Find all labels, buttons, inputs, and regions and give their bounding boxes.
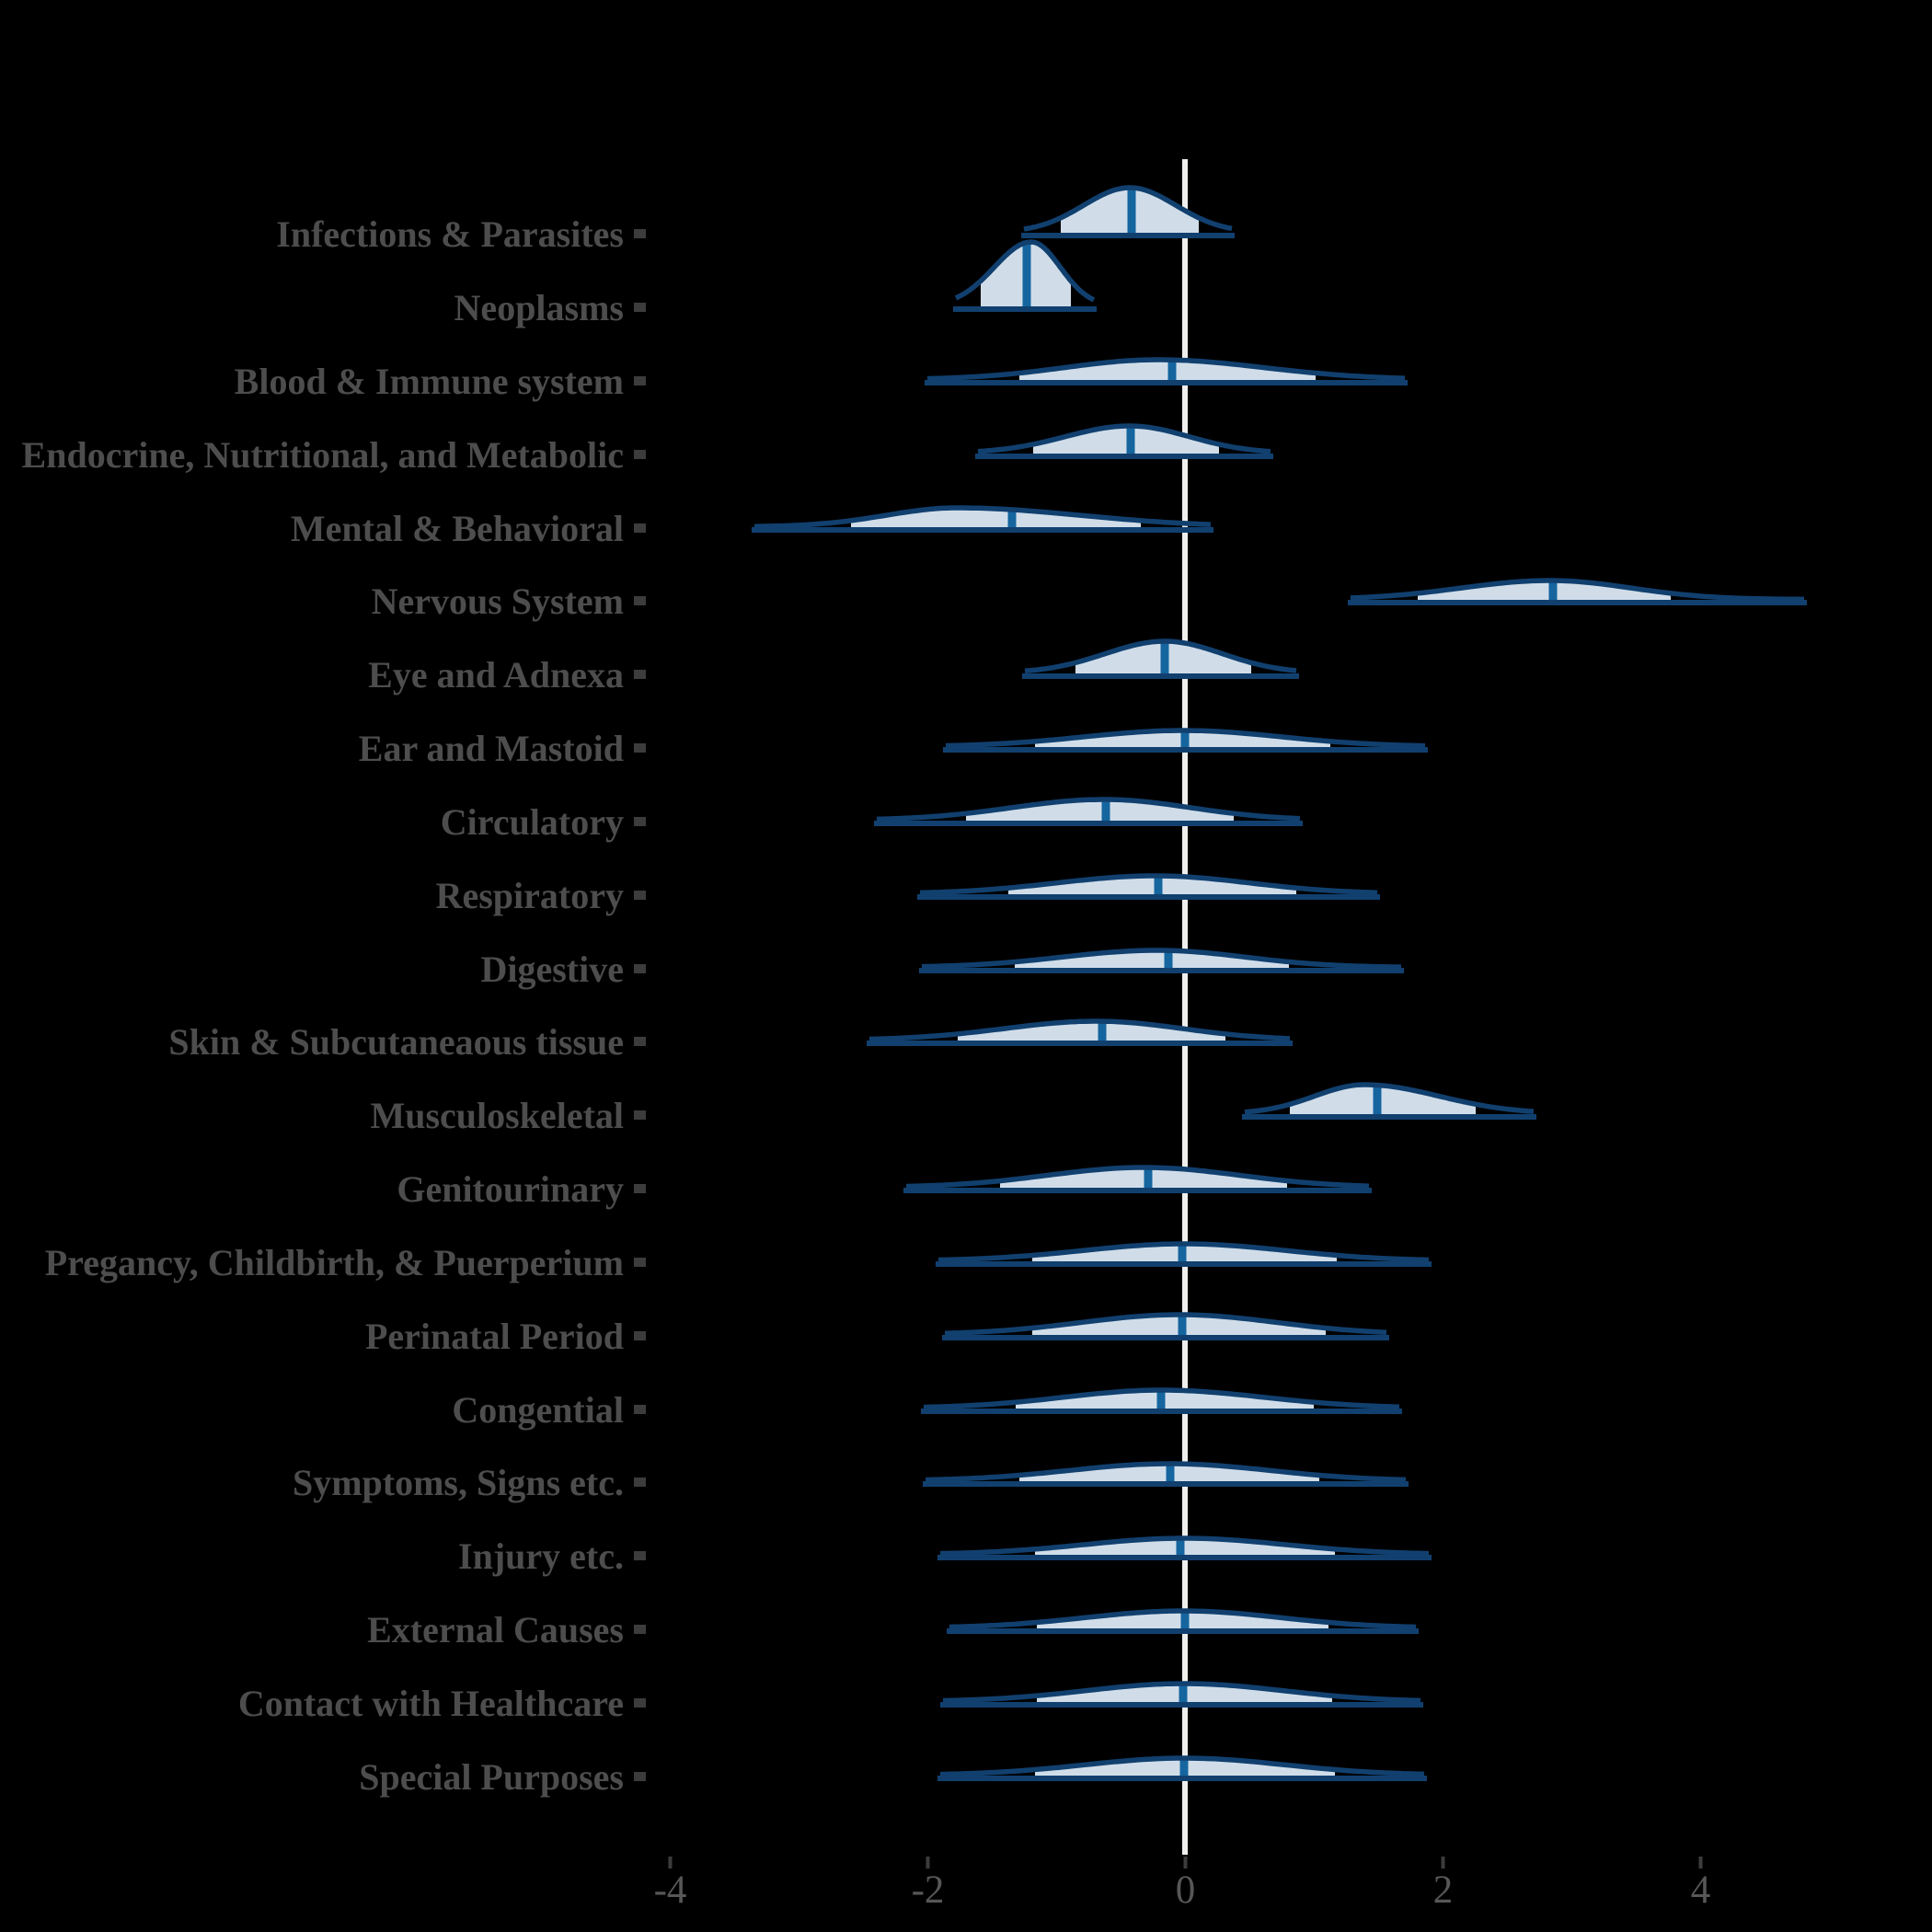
svg-text:Blood & Immune system: Blood & Immune system	[235, 361, 624, 402]
svg-text:Digestive: Digestive	[480, 949, 624, 990]
svg-text:Genitourinary: Genitourinary	[397, 1168, 624, 1210]
svg-text:-2: -2	[912, 1869, 945, 1912]
svg-text:Special Purposes: Special Purposes	[359, 1756, 624, 1798]
svg-text:2: 2	[1433, 1869, 1454, 1912]
svg-text:0: 0	[1176, 1869, 1196, 1912]
svg-text:Mental & Behavioral: Mental & Behavioral	[291, 508, 624, 549]
svg-text:Ear and Mastoid: Ear and Mastoid	[359, 728, 624, 769]
svg-text:4: 4	[1691, 1869, 1711, 1912]
svg-text:Symptoms, Signs etc.: Symptoms, Signs etc.	[293, 1462, 624, 1503]
svg-text:Eye and Adnexa: Eye and Adnexa	[368, 654, 624, 696]
svg-text:Nervous System: Nervous System	[372, 581, 624, 622]
svg-text:External Causes: External Causes	[367, 1609, 624, 1650]
svg-text:Contact with Healthcare: Contact with Healthcare	[238, 1683, 624, 1724]
svg-text:Endocrine, Nutritional, and Me: Endocrine, Nutritional, and Metabolic	[22, 434, 624, 476]
svg-text:Perinatal Period: Perinatal Period	[365, 1316, 624, 1357]
svg-text:Circulatory: Circulatory	[441, 801, 624, 843]
svg-text:Neoplasms: Neoplasms	[454, 287, 624, 328]
svg-text:Injury etc.: Injury etc.	[458, 1535, 624, 1577]
svg-text:Congential: Congential	[452, 1389, 624, 1431]
svg-text:Pregancy, Childbirth, & Puerpe: Pregancy, Childbirth, & Puerperium	[45, 1242, 624, 1283]
svg-text:Musculoskeletal: Musculoskeletal	[370, 1095, 624, 1136]
svg-text:Skin & Subcutaneaous tissue: Skin & Subcutaneaous tissue	[168, 1021, 624, 1063]
svg-text:Infections & Parasites: Infections & Parasites	[276, 213, 624, 255]
svg-text:-4: -4	[654, 1869, 687, 1912]
svg-text:Respiratory: Respiratory	[436, 875, 624, 916]
